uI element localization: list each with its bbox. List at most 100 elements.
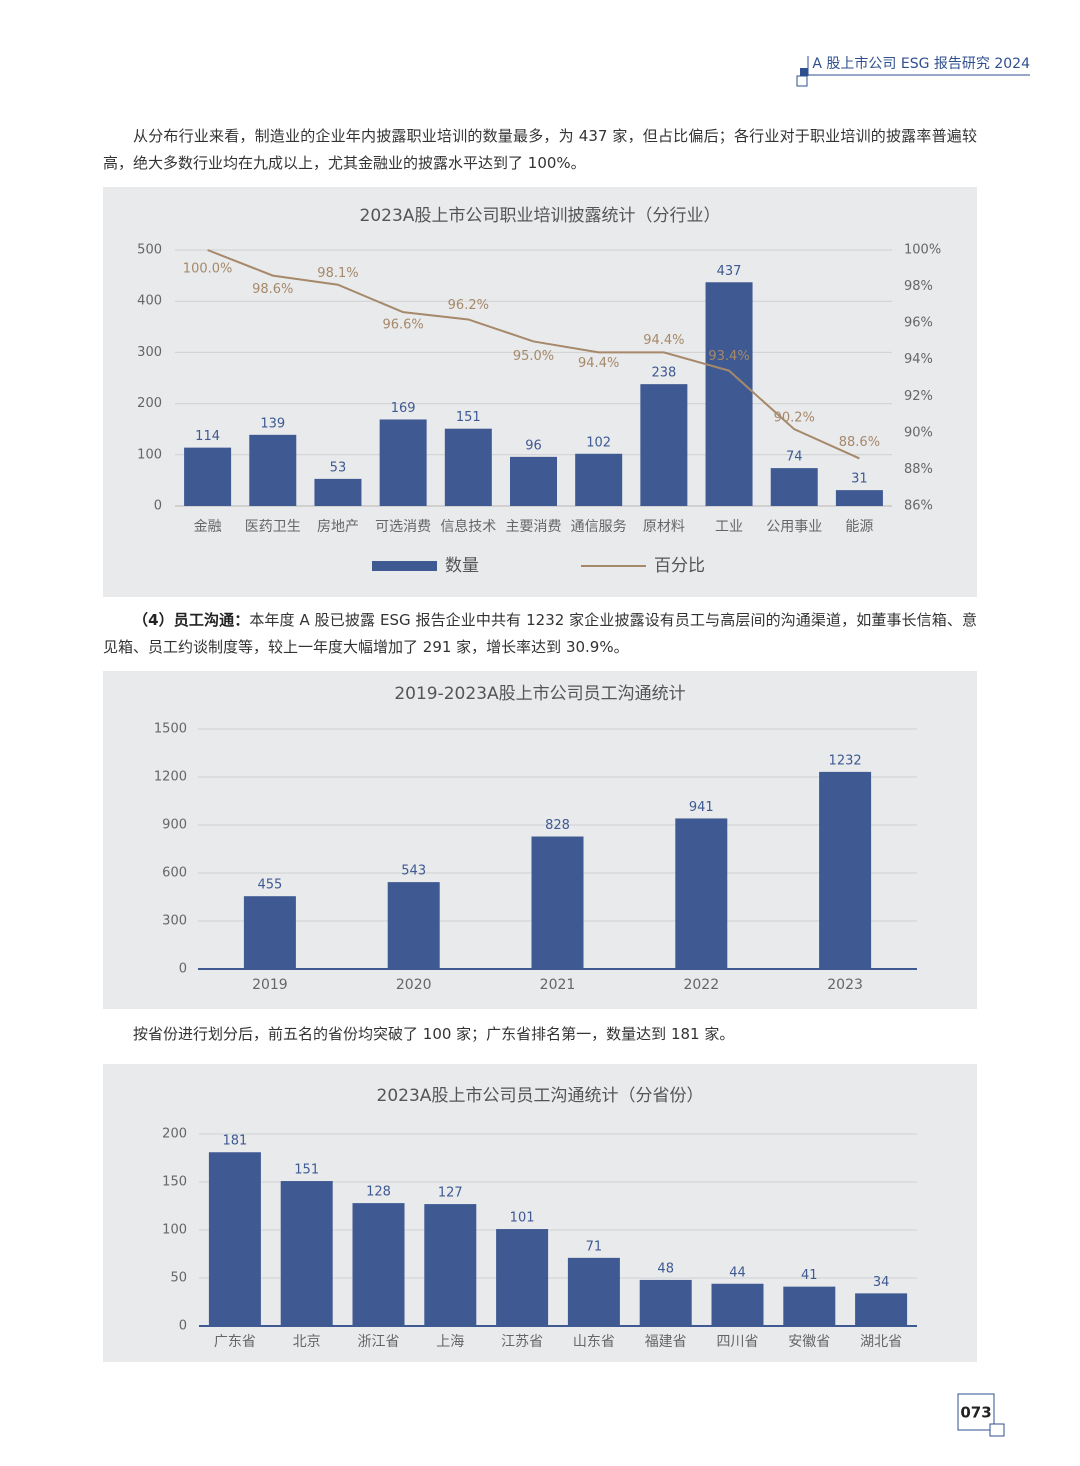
bar <box>675 818 728 969</box>
bar <box>711 1283 764 1326</box>
bar <box>387 882 440 969</box>
bar-value-label: 102 <box>586 435 611 450</box>
y-tick-label: 100 <box>137 447 162 462</box>
x-tick-label: 安徽省 <box>788 1334 830 1350</box>
paragraph: （4）员工沟通：本年度 A 股已披露 ESG 报告企业中共有 1232 家企业披… <box>103 607 977 661</box>
legend-label: 数量 <box>445 556 479 576</box>
x-tick-label: 湖北省 <box>860 1334 902 1350</box>
bar-value-label: 34 <box>873 1275 890 1290</box>
x-tick-label: 上海 <box>436 1334 464 1350</box>
paragraph-text: 本年度 A 股已披露 ESG 报告企业中共有 1232 家企业披露设有员工与高层… <box>103 611 977 656</box>
bar-value-label: 114 <box>195 429 220 444</box>
bar-value-label: 127 <box>438 1186 463 1201</box>
bar <box>249 434 297 506</box>
bar <box>567 1257 620 1326</box>
paragraph: 从分布行业来看，制造业的企业年内披露职业培训的数量最多，为 437 家，但占比偏… <box>103 127 977 172</box>
line-value-label: 100.0% <box>183 262 233 277</box>
y-tick-label: 600 <box>162 866 187 881</box>
x-tick-label: 北京 <box>293 1334 321 1350</box>
x-tick-label: 能源 <box>845 519 873 535</box>
x-tick-label: 2020 <box>396 977 432 993</box>
bar-value-label: 74 <box>786 450 803 465</box>
y-tick-label: 0 <box>179 962 187 977</box>
bar <box>855 1293 908 1326</box>
x-tick-label: 可选消费 <box>375 519 431 535</box>
line-value-label: 96.2% <box>448 298 489 313</box>
bar-value-label: 48 <box>657 1261 674 1276</box>
chart-title: 2023A股上市公司员工沟通统计（分省份） <box>377 1086 704 1106</box>
x-tick-label: 广东省 <box>214 1334 256 1350</box>
line-value-label: 90.2% <box>774 411 815 426</box>
y-tick-label: 1500 <box>154 722 187 737</box>
header-square <box>800 68 808 76</box>
bar <box>705 282 753 506</box>
x-tick-label: 医药卫生 <box>245 519 301 535</box>
bar <box>314 478 362 506</box>
bar-value-label: 181 <box>222 1134 247 1149</box>
bar-value-label: 151 <box>294 1163 319 1178</box>
line-value-label: 98.1% <box>317 266 358 281</box>
bar-value-label: 941 <box>689 800 714 815</box>
bar <box>208 1152 261 1326</box>
bar <box>783 1286 836 1326</box>
line-value-label: 95.0% <box>513 349 554 364</box>
x-tick-label: 2021 <box>540 977 576 993</box>
x-tick-label: 2019 <box>252 977 288 993</box>
y2-tick-label: 86% <box>904 499 933 514</box>
paragraph-lead: （4）员工沟通： <box>133 611 250 629</box>
y-tick-label: 0 <box>179 1319 187 1334</box>
bar-value-label: 238 <box>651 366 676 381</box>
x-tick-label: 2023 <box>827 977 863 993</box>
page-number-square <box>989 1423 1005 1437</box>
bar-value-label: 1232 <box>829 753 862 768</box>
legend-swatch <box>372 561 437 571</box>
x-tick-label: 四川省 <box>717 1334 759 1350</box>
bar-value-label: 543 <box>401 864 426 879</box>
y-tick-label: 900 <box>162 818 187 833</box>
y2-tick-label: 98% <box>904 279 933 294</box>
x-tick-label: 公用事业 <box>766 519 822 535</box>
line-value-label: 94.4% <box>578 356 619 371</box>
chart: 2023A股上市公司员工沟通统计（分省份） 0 50 100 150 200 广东省 北京 浙江… <box>103 1064 977 1362</box>
bar <box>243 896 296 969</box>
x-tick-label: 江苏省 <box>501 1334 543 1350</box>
bar <box>575 453 623 506</box>
x-tick-label: 信息技术 <box>440 518 496 535</box>
line-value-label: 94.4% <box>643 333 684 348</box>
bar-value-label: 151 <box>456 410 481 425</box>
line-value-label: 96.6% <box>382 318 423 333</box>
bar <box>496 1229 549 1326</box>
x-tick-label: 2022 <box>683 977 719 993</box>
x-tick-label: 山东省 <box>573 1334 615 1350</box>
bar <box>835 490 883 506</box>
bar <box>819 771 872 969</box>
bar <box>531 836 584 969</box>
x-tick-label: 房地产 <box>317 519 359 535</box>
y2-tick-label: 90% <box>904 425 933 440</box>
chart-background <box>103 1064 977 1362</box>
bar <box>770 468 818 506</box>
bar-value-label: 53 <box>330 460 347 475</box>
bar <box>352 1203 405 1326</box>
y-tick-label: 200 <box>162 1127 187 1142</box>
bar <box>280 1181 333 1326</box>
bar-value-label: 71 <box>586 1239 603 1254</box>
chart-title: 2023A股上市公司职业培训披露统计（分行业） <box>360 206 721 226</box>
bar <box>184 447 232 506</box>
x-tick-label: 福建省 <box>645 1334 687 1350</box>
y2-tick-label: 100% <box>904 243 941 258</box>
bar-value-label: 31 <box>851 472 868 487</box>
y-tick-label: 0 <box>154 499 162 514</box>
bar-value-label: 128 <box>366 1185 391 1200</box>
bar-value-label: 169 <box>391 401 416 416</box>
header-title: A 股上市公司 ESG 报告研究 2024 <box>812 55 1030 72</box>
y-tick-label: 400 <box>137 294 162 309</box>
header-square <box>796 75 808 87</box>
bar <box>379 419 427 506</box>
y-tick-label: 50 <box>170 1271 187 1286</box>
y-tick-label: 500 <box>137 243 162 258</box>
page-number-box <box>957 1393 995 1431</box>
bar-value-label: 139 <box>260 416 285 431</box>
bar-value-label: 44 <box>729 1265 746 1280</box>
